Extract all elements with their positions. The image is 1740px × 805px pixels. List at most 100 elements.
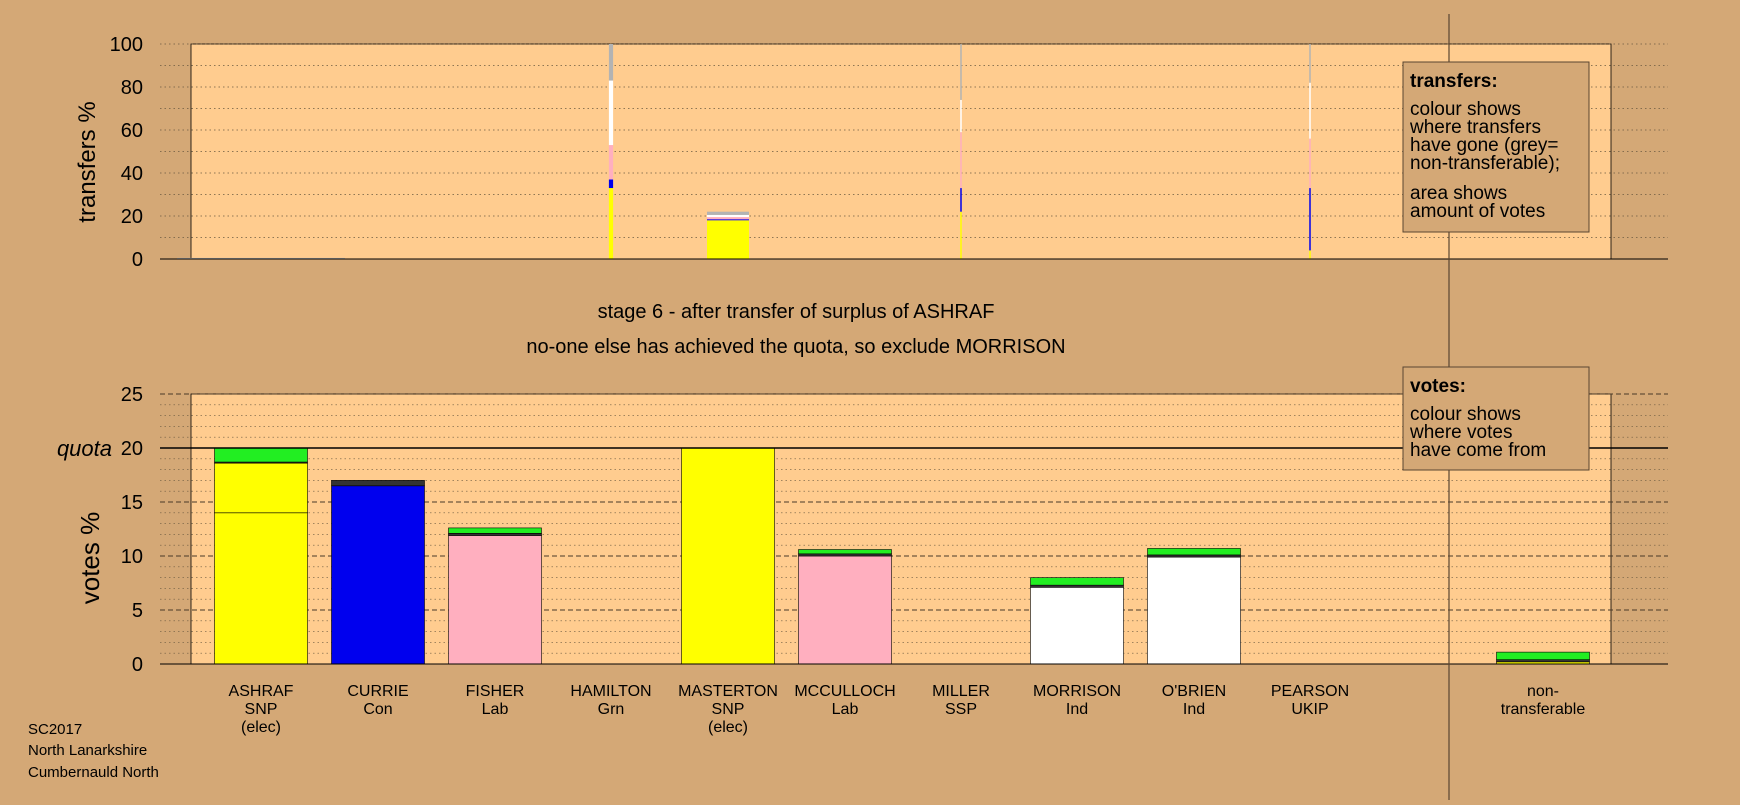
x-tick-label: SSP [945, 701, 977, 718]
vote-segment [331, 485, 425, 665]
transfer-segment [960, 211, 962, 259]
vote-segment [214, 462, 308, 514]
vote-bar [798, 549, 892, 665]
transfers-legend-box [1402, 61, 1590, 233]
vote-segment [1147, 556, 1241, 665]
vote-segment [1147, 548, 1241, 556]
vote-segment [798, 553, 892, 557]
x-tick-label: SNP [712, 701, 745, 718]
x-tick-label: MASTERTON [678, 683, 778, 700]
vote-segment [798, 549, 892, 555]
y-tick-label: 0 [132, 249, 143, 271]
transfers-legend-line: have gone (grey= [1410, 135, 1558, 156]
council-name: North Lanarkshire [28, 742, 147, 759]
votes-legend-box [1402, 366, 1590, 471]
votes-y-axis-label: votes % [75, 512, 105, 605]
x-tick-label: (elec) [241, 719, 281, 736]
y-tick-label: 80 [121, 77, 143, 99]
x-tick-label: MILLER [932, 683, 990, 700]
x-tick-label: non- [1527, 683, 1559, 700]
vote-bar [1030, 577, 1124, 665]
y-tick-label: 0 [132, 654, 143, 676]
transfer-segment [1309, 250, 1311, 259]
quota-label: quota [57, 436, 112, 461]
vote-segment [448, 535, 542, 665]
x-tick-label: UKIP [1291, 701, 1328, 718]
x-tick-label: SNP [245, 701, 278, 718]
votes-legend-line: where votes [1409, 422, 1512, 443]
transfer-segment [177, 257, 345, 259]
transfer-segment [608, 145, 614, 180]
x-tick-label: O'BRIEN [1162, 683, 1226, 700]
election-footer: SC2017 North Lanarkshire Cumbernauld Nor… [28, 721, 159, 781]
votes-legend-title: votes: [1410, 376, 1466, 397]
x-tick-label: transferable [1501, 701, 1586, 718]
vote-segment [1030, 584, 1124, 588]
y-tick-label: 20 [121, 206, 143, 228]
transfers-legend-title: transfers: [1410, 71, 1498, 92]
y-tick-label: 100 [110, 34, 143, 56]
vote-bar [681, 447, 775, 665]
x-tick-label: (elec) [708, 719, 748, 736]
transfer-segment [707, 211, 749, 215]
y-tick-label: 20 [121, 438, 143, 460]
transfers-legend-line: area shows [1410, 183, 1507, 204]
vote-segment [1496, 659, 1590, 663]
vote-segment [1147, 554, 1241, 558]
transfer-segment [1309, 82, 1311, 139]
votes-legend-line: have come from [1410, 440, 1546, 461]
votes-bars [214, 447, 1590, 665]
ward-name: Cumbernauld North [28, 764, 159, 781]
transfers-y-axis-label: transfers % [74, 101, 101, 222]
stage-caption: stage 6 - after transfer of surplus of A… [598, 301, 995, 323]
x-tick-label: MORRISON [1033, 683, 1121, 700]
transfer-segment [960, 99, 962, 133]
y-tick-label: 5 [132, 600, 143, 622]
transfer-column-masterton [707, 211, 749, 259]
transfer-segment [1309, 188, 1311, 251]
transfer-segment [1309, 138, 1311, 189]
candidate-labels: ASHRAFSNP(elec)CURRIEConFISHERLabHAMILTO… [229, 683, 1586, 736]
vote-segment [331, 480, 425, 487]
vote-segment [1030, 587, 1124, 665]
vote-bar [214, 447, 308, 665]
transfers-legend-line: colour shows [1410, 99, 1521, 120]
transfers-panel: 0 20 40 60 80 100 transfers % [74, 34, 1668, 271]
vote-segment [448, 527, 542, 534]
transfer-segment [608, 188, 614, 259]
x-tick-label: Con [363, 701, 392, 718]
transfers-legend-line: where transfers [1409, 117, 1541, 138]
x-tick-label: ASHRAF [229, 683, 294, 700]
transfers-bars [177, 44, 1311, 259]
transfers-legend-line: non-transferable); [1410, 153, 1560, 174]
transfer-segment [608, 80, 614, 146]
transfer-column-hamilton [608, 44, 614, 259]
election-code: SC2017 [28, 721, 82, 738]
y-tick-label: 10 [121, 546, 143, 568]
transfer-segment [707, 219, 749, 221]
x-tick-label: MCCULLOCH [794, 683, 895, 700]
vote-bar [331, 480, 425, 665]
transfer-segment [707, 220, 749, 259]
transfer-segment [608, 179, 614, 189]
vote-segment [448, 533, 542, 536]
x-tick-label: Ind [1066, 701, 1088, 718]
vote-bar [1496, 651, 1590, 665]
x-tick-label: Grn [598, 701, 625, 718]
transfers-legend-line: amount of votes [1410, 201, 1545, 222]
transfers-y-ticks: 0 20 40 60 80 100 [110, 34, 143, 271]
vote-segment [798, 555, 892, 665]
x-tick-label: FISHER [466, 683, 525, 700]
transfer-segment [1309, 44, 1311, 83]
action-caption: no-one else has achieved the quota, so e… [526, 336, 1065, 358]
y-tick-label: 15 [121, 492, 143, 514]
vote-segment [1496, 651, 1590, 660]
votes-y-ticks: 0 5 10 15 20 25 [121, 384, 143, 676]
x-tick-label: PEARSON [1271, 683, 1349, 700]
x-tick-label: Lab [832, 701, 859, 718]
y-tick-label: 25 [121, 384, 143, 406]
transfer-segment [707, 214, 749, 218]
